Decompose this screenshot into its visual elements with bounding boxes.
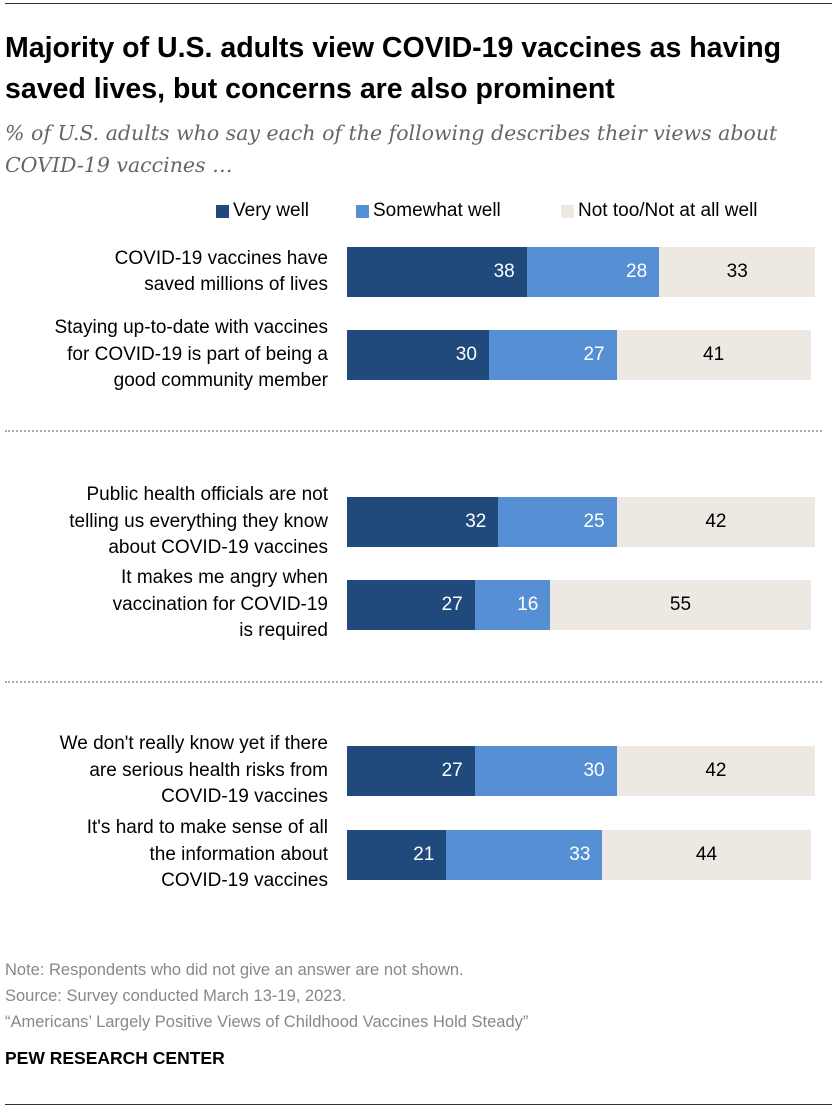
legend-swatch-not-well xyxy=(561,204,574,218)
category-label-line: for COVID-19 is part of being a xyxy=(67,343,328,365)
category-label-line: the information about xyxy=(149,843,328,865)
data-label: 25 xyxy=(583,511,605,532)
bottom-rule xyxy=(5,1104,832,1105)
category-label: It's hard to make sense of all the inform… xyxy=(0,815,328,895)
category-label-line: are serious health risks from xyxy=(89,759,328,781)
legend-not-well: Not too/Not at all well xyxy=(561,200,758,222)
legend: Very well Somewhat well Not too/Not at a… xyxy=(0,200,840,228)
bar-not-well: 44 xyxy=(602,830,811,880)
category-label: We don't really know yet if there are ser… xyxy=(0,731,328,811)
data-label: 27 xyxy=(583,344,605,365)
bar-somewhat-well: 27 xyxy=(488,330,617,380)
data-label: 33 xyxy=(726,261,748,282)
legend-somewhat-well: Somewhat well xyxy=(356,200,501,222)
source-text: Source: Survey conducted March 13-19, 20… xyxy=(5,987,347,1005)
legend-very-well: Very well xyxy=(216,200,309,222)
category-label-line: vaccination for COVID-19 xyxy=(112,593,328,615)
category-label: COVID-19 vaccines have saved millions of … xyxy=(0,246,328,299)
category-label-line: is required xyxy=(239,620,328,642)
bar-somewhat-well: 33 xyxy=(446,830,603,880)
group-separator xyxy=(5,681,822,683)
category-label-line: It's hard to make sense of all xyxy=(86,817,328,839)
category-label-line: It makes me angry when xyxy=(121,567,328,589)
data-label: 28 xyxy=(626,261,648,282)
bar-very-well: 21 xyxy=(347,830,447,880)
data-label: 41 xyxy=(703,344,725,365)
data-label: 33 xyxy=(569,844,591,865)
brand-logo-text: PEW RESEARCH CENTER xyxy=(5,1048,225,1068)
category-label-line: We don't really know yet if there xyxy=(59,733,328,755)
category-label-line: saved millions of lives xyxy=(144,274,328,295)
legend-label: Very well xyxy=(233,200,310,221)
chart-subtitle: % of U.S. adults who say each of the fol… xyxy=(5,121,778,177)
note-text: Note: Respondents who did not give an an… xyxy=(5,961,464,979)
bar-very-well: 27 xyxy=(347,580,475,630)
data-label: 55 xyxy=(669,594,692,615)
category-label-line: COVID-19 vaccines xyxy=(161,870,328,892)
category-label-line: Public health officials are not xyxy=(86,484,328,506)
bar-very-well: 32 xyxy=(347,497,499,547)
bar-very-well: 27 xyxy=(347,746,475,796)
legend-label: Not too/Not at all well xyxy=(578,200,758,221)
category-label-line: COVID-19 vaccines have xyxy=(114,247,328,269)
category-label: It makes me angry when vaccination for CO… xyxy=(0,565,328,645)
category-label: Public health officials are not telling u… xyxy=(0,482,328,562)
legend-swatch-somewhat-well xyxy=(356,204,369,218)
legend-swatch-very-well xyxy=(216,204,229,218)
data-label: 16 xyxy=(517,594,539,615)
report-title: “Americans’ Largely Positive Views of Ch… xyxy=(5,1013,529,1031)
bar-not-well: 42 xyxy=(616,497,816,547)
data-label: 21 xyxy=(413,844,435,865)
category-label-line: telling us everything they know xyxy=(69,510,328,532)
data-label: 42 xyxy=(705,760,727,781)
data-label: 27 xyxy=(441,594,463,615)
bar-somewhat-well: 16 xyxy=(474,580,551,630)
bar-somewhat-well: 30 xyxy=(474,746,617,796)
bar-somewhat-well: 25 xyxy=(498,497,617,547)
data-label: 27 xyxy=(441,760,463,781)
category-label: Staying up-to-date with vaccines for COVI… xyxy=(0,315,328,395)
data-label: 42 xyxy=(705,511,727,532)
chart-title: Majority of U.S. adults view COVID-19 va… xyxy=(5,32,782,105)
group-separator xyxy=(5,430,822,432)
category-label-line: good community member xyxy=(113,370,328,392)
data-label: 38 xyxy=(493,261,515,282)
bar-very-well: 30 xyxy=(347,330,489,380)
category-label-line: about COVID-19 vaccines xyxy=(108,537,328,559)
data-label: 44 xyxy=(695,844,718,865)
data-label: 30 xyxy=(583,760,605,781)
legend-label: Somewhat well xyxy=(373,200,501,221)
category-label-line: COVID-19 vaccines xyxy=(161,786,328,808)
bar-not-well: 55 xyxy=(550,580,811,630)
bar-not-well: 41 xyxy=(616,330,811,380)
category-label-line: Staying up-to-date with vaccines xyxy=(54,317,328,339)
bar-very-well: 38 xyxy=(347,247,527,297)
notes: Note: Respondents who did not give an an… xyxy=(5,957,528,1035)
data-label: 30 xyxy=(455,344,477,365)
top-rule xyxy=(5,3,832,4)
bar-not-well: 42 xyxy=(616,746,816,796)
bar-not-well: 33 xyxy=(659,247,816,297)
data-label: 32 xyxy=(465,511,487,532)
bar-somewhat-well: 28 xyxy=(526,247,660,297)
